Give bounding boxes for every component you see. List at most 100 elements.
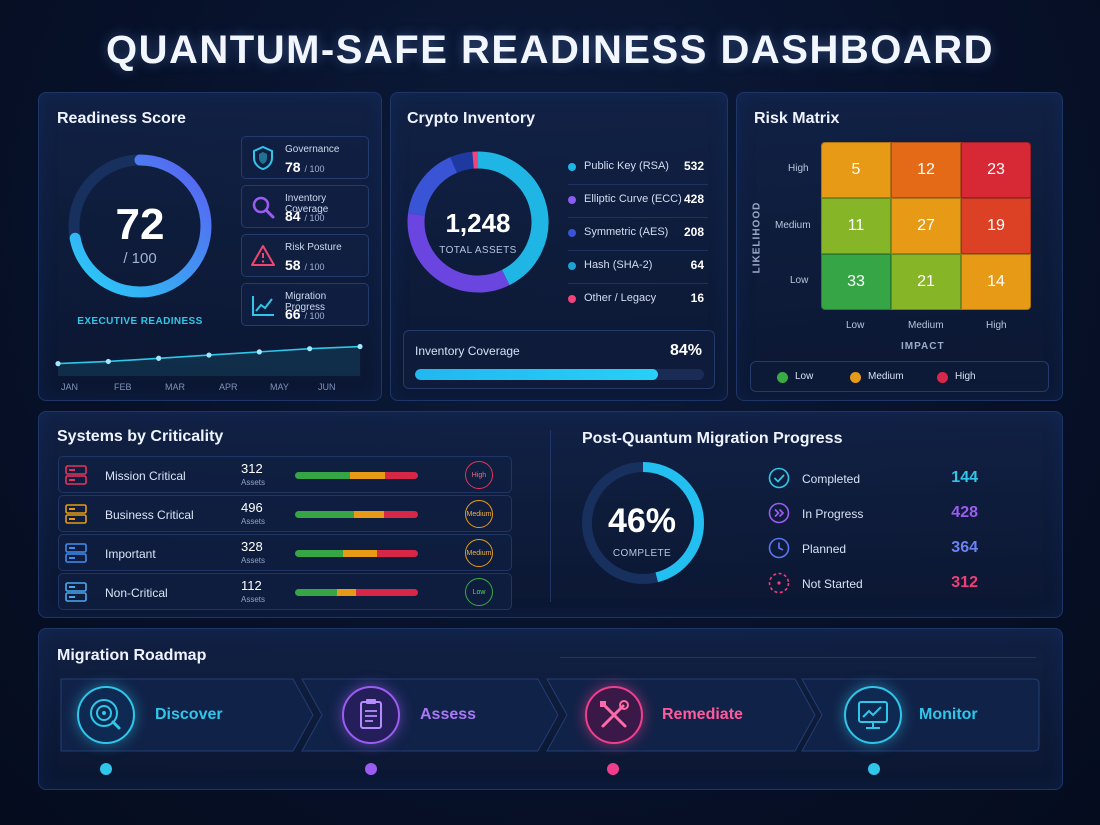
risk-cell-high-low[interactable]: 5 [821, 142, 891, 198]
roadmap-top-rule [560, 657, 1036, 658]
legend-dot [937, 372, 948, 383]
assets-label: Assets [241, 478, 266, 487]
pq-row-planned[interactable]: Planned 364 [768, 537, 988, 561]
metric-inventory-coverage[interactable]: Inventory Coverage 84 / 100 [241, 185, 369, 228]
system-row-business-critical[interactable]: Business Critical 496 Assets Medium [58, 495, 512, 532]
pq-row-in-progress[interactable]: In Progress 428 [768, 502, 988, 526]
pq-status-label: Completed [802, 472, 861, 486]
trend-point[interactable] [105, 358, 111, 365]
roadmap-step-assess[interactable]: Assess [300, 678, 560, 752]
system-row-mission-critical[interactable]: Mission Critical 312 Assets High [58, 456, 512, 493]
col-label-medium: Medium [908, 320, 944, 331]
metric-max: / 100 [304, 164, 325, 174]
roadmap-step-discover[interactable]: Discover [59, 678, 315, 752]
criticality-badge: High [465, 461, 493, 489]
roadmap-step-remediate[interactable]: Remediate [545, 678, 817, 752]
criticality-badge: Medium [465, 500, 493, 528]
pq-progress-arc [582, 462, 704, 584]
donut-slice-2[interactable] [408, 157, 458, 216]
pq-row-completed[interactable]: Completed 144 [768, 467, 988, 491]
criticality-badge: Low [465, 578, 493, 606]
risk-cell-low-low[interactable]: 33 [821, 254, 891, 310]
trend-point[interactable] [256, 349, 262, 355]
donut-slice-0[interactable] [477, 151, 549, 286]
crypto-inventory-donut [407, 151, 549, 293]
legend-dot [568, 229, 576, 237]
pq-status-label: Planned [802, 542, 847, 556]
legend-elliptic-curve[interactable]: Elliptic Curve (ECC) 428 [568, 185, 708, 218]
legend-symmetric[interactable]: Symmetric (AES) 208 [568, 218, 708, 251]
step-label: Assess [420, 706, 477, 723]
metric-risk-posture[interactable]: Risk Posture 58 / 100 [241, 234, 369, 277]
system-risk-bar [295, 511, 418, 518]
risk-cell-medium-medium[interactable]: 27 [891, 198, 961, 254]
legend-dot [850, 372, 861, 383]
legend-label: Other / Legacy [584, 292, 657, 304]
system-count: 496 [241, 500, 263, 515]
bar-segment-medium [350, 472, 385, 479]
trend-point[interactable] [206, 352, 212, 358]
legend-dot [568, 262, 576, 270]
trend-point[interactable] [307, 346, 313, 352]
donut-slice-3[interactable] [450, 151, 475, 173]
pq-status-value: 312 [951, 574, 978, 591]
legend-hash[interactable]: Hash (SHA-2) 64 [568, 251, 708, 284]
metric-governance[interactable]: Governance 78 / 100 [241, 136, 369, 179]
system-row-important[interactable]: Important 328 Assets Medium [58, 534, 512, 571]
risk-cell-high-medium[interactable]: 12 [891, 142, 961, 198]
tools-icon [600, 700, 629, 728]
month-label: MAR [165, 382, 185, 392]
pq-status-label: Not Started [802, 577, 863, 591]
system-name: Non-Critical [105, 586, 168, 600]
donut-slice-1[interactable] [407, 213, 510, 293]
timeline-dot-remediate [607, 763, 619, 775]
month-label: MAY [270, 382, 289, 392]
metric-label: Inventory Coverage [285, 193, 329, 215]
legend-other-legacy[interactable]: Other / Legacy 16 [568, 284, 708, 317]
system-count: 312 [241, 461, 263, 476]
legend-value: 428 [683, 192, 704, 206]
roadmap-step-monitor[interactable]: Monitor [800, 678, 1041, 752]
risk-legend-label: Medium [868, 371, 904, 382]
trend-point[interactable] [55, 361, 61, 367]
step-label: Monitor [919, 706, 978, 723]
legend-public-key[interactable]: Public Key (RSA) 532 [568, 152, 708, 185]
risk-cell-low-medium[interactable]: 21 [891, 254, 961, 310]
risk-legend-medium: Medium [850, 371, 904, 383]
clipboard-icon [360, 699, 382, 729]
trend-point[interactable] [357, 343, 363, 350]
metric-migration-progress[interactable]: Migration Progress 66 / 100 [241, 283, 369, 326]
risk-legend-high: High [937, 371, 976, 383]
readiness-trend-chart [55, 343, 363, 376]
month-label: FEB [114, 382, 132, 392]
total-assets-value: 1,248 [445, 208, 511, 238]
step-icon-circle [342, 686, 400, 744]
month-label: JUN [318, 382, 336, 392]
risk-cell-medium-high[interactable]: 19 [961, 198, 1031, 254]
risk-legend-low: Low [777, 371, 813, 383]
legend-label: Hash (SHA-2) [584, 259, 653, 271]
legend-value: 64 [690, 258, 704, 272]
server-icon [65, 582, 87, 602]
readiness-gauge [68, 154, 212, 298]
bar-segment-low [295, 472, 351, 479]
metric-value: 58 [285, 257, 301, 273]
trend-point[interactable] [156, 355, 162, 361]
risk-cell-low-high[interactable]: 14 [961, 254, 1031, 310]
bar-segment-low [295, 511, 355, 518]
pq-row-not-started[interactable]: Not Started 312 [768, 572, 988, 596]
monitor-icon [858, 701, 888, 729]
risk-cell-medium-low[interactable]: 11 [821, 198, 891, 254]
system-row-non-critical[interactable]: Non-Critical 112 Assets Low [58, 573, 512, 610]
risk-cell-high-high[interactable]: 23 [961, 142, 1031, 198]
legend-label: Public Key (RSA) [584, 160, 669, 172]
trend-area [58, 346, 360, 376]
metric-value: 84 [285, 208, 301, 224]
radar-icon [90, 699, 121, 730]
legend-value: 16 [690, 291, 704, 305]
assets-label: Assets [241, 595, 266, 604]
inventory-coverage-label: Inventory Coverage [415, 344, 520, 358]
row-label-low: Low [790, 275, 809, 286]
pq-status-value: 428 [951, 504, 978, 521]
metric-value: 66 [285, 306, 301, 322]
